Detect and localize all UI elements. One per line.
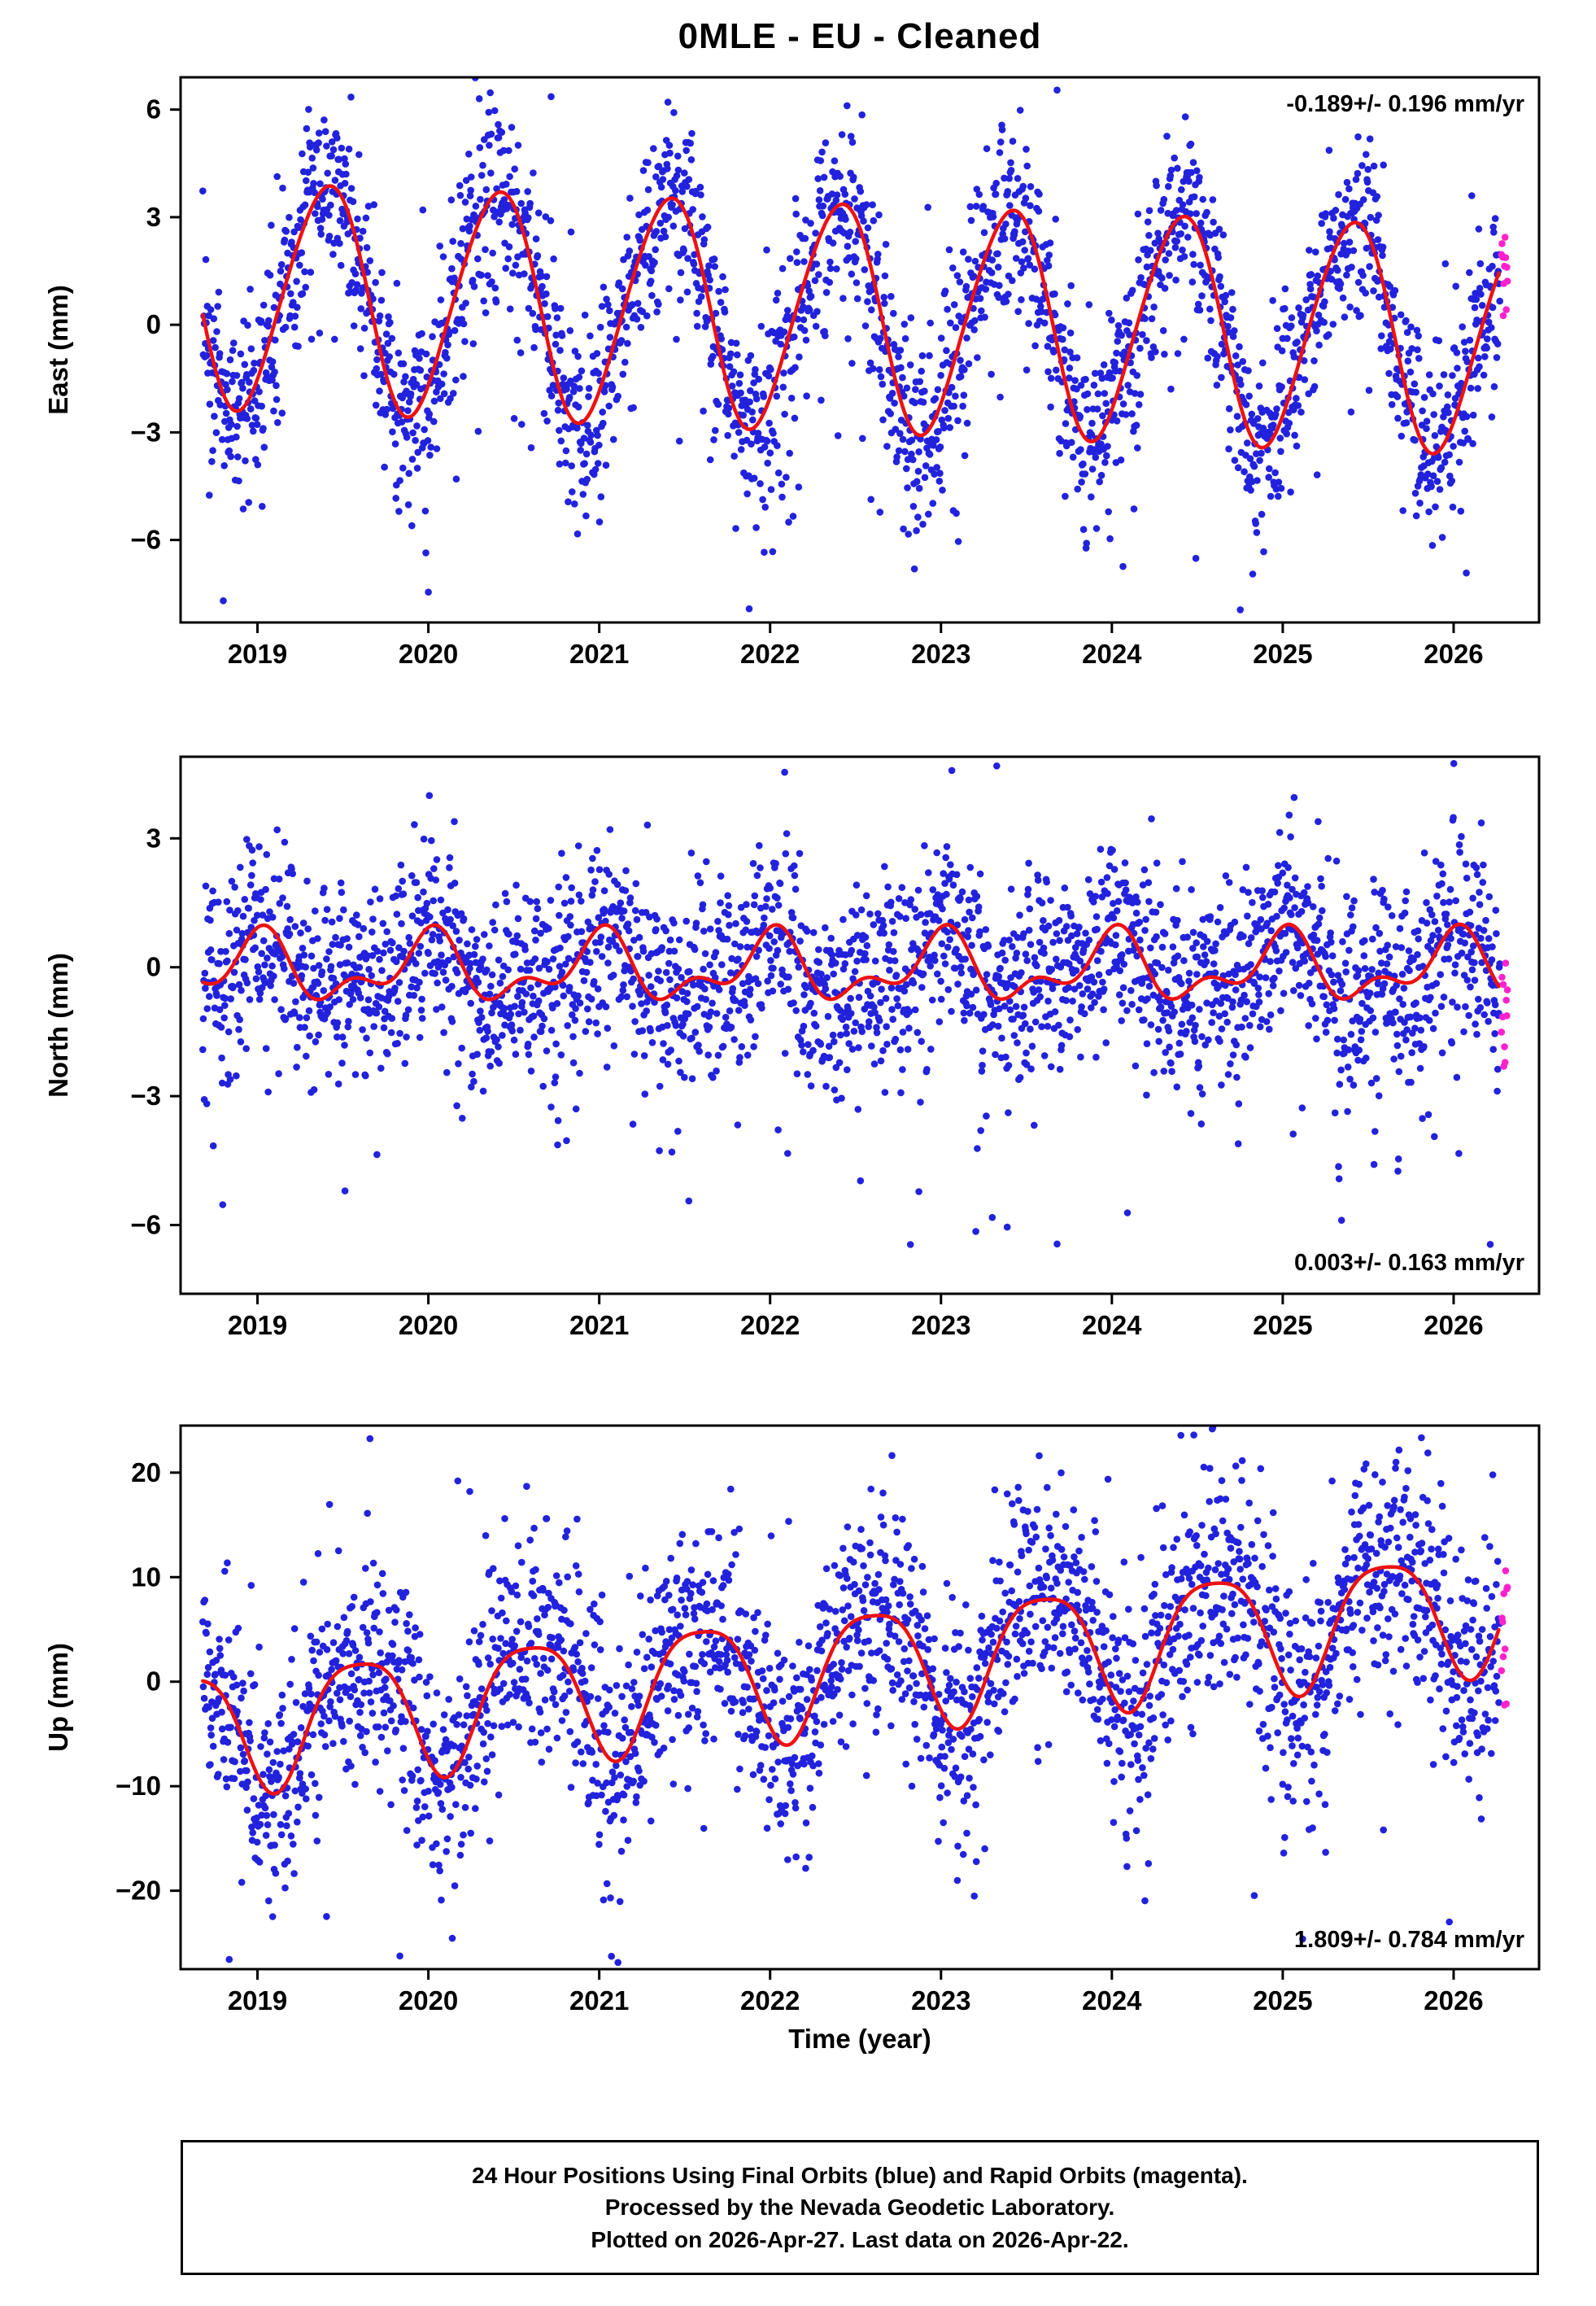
y-tick-label: 0 <box>146 1666 161 1697</box>
x-tick-label: 2019 <box>228 639 287 669</box>
x-tick-label: 2021 <box>569 639 629 669</box>
east-rate-annotation: -0.189+/- 0.196 mm/yr <box>1286 91 1524 117</box>
panel-0-data-layer <box>199 77 1511 614</box>
x-tick-label: 2026 <box>1424 639 1483 669</box>
north-rate-annotation: 0.003+/- 0.163 mm/yr <box>1294 1250 1524 1276</box>
x-tick-label: 2022 <box>740 1310 800 1340</box>
y-tick-label: 3 <box>146 823 161 853</box>
x-tick-label: 2022 <box>740 1985 800 2016</box>
footer-caption-box: 24 Hour Positions Using Final Orbits (bl… <box>181 2140 1539 2275</box>
panel-0-frame <box>179 76 1541 624</box>
x-tick-label: 2019 <box>228 1985 287 2016</box>
x-tick-label: 2020 <box>399 1310 458 1340</box>
footer-line-plot-dates: Plotted on 2026-Apr-27. Last data on 202… <box>591 2226 1129 2252</box>
x-tick-label: 2024 <box>1082 1310 1142 1340</box>
x-tick-label: 2025 <box>1253 1310 1312 1340</box>
y-tick-label: −3 <box>130 1081 161 1111</box>
panel-2-data-layer <box>199 1426 1511 1967</box>
y-axis-label-east: East (mm) <box>43 285 73 415</box>
y-axis-label-north: North (mm) <box>43 953 73 1098</box>
panel-2-frame <box>179 1424 1541 1971</box>
x-tick-label: 2021 <box>569 1985 629 2016</box>
y-tick-label: 3 <box>146 202 161 232</box>
footer-line-processed-by: Processed by the Nevada Geodetic Laborat… <box>604 2195 1115 2221</box>
x-tick-label: 2020 <box>399 639 458 669</box>
x-tick-label: 2023 <box>911 1985 970 2016</box>
y-tick-label: −6 <box>130 1210 161 1240</box>
x-tick-label: 2023 <box>911 1310 970 1340</box>
y-tick-label: −3 <box>130 417 161 447</box>
x-tick-label: 2020 <box>399 1985 458 2016</box>
panel-1-frame <box>179 755 1541 1295</box>
x-tick-label: 2021 <box>569 1310 629 1340</box>
y-tick-label: 0 <box>146 952 161 982</box>
y-axis-label-up: Up (mm) <box>43 1643 73 1752</box>
y-tick-label: −20 <box>116 1876 161 1906</box>
x-tick-label: 2019 <box>228 1310 287 1340</box>
x-tick-label: 2026 <box>1424 1985 1483 2016</box>
x-tick-label: 2023 <box>911 639 970 669</box>
y-tick-label: 6 <box>146 94 161 124</box>
panel-1-data-layer <box>199 760 1511 1248</box>
x-tick-label: 2024 <box>1082 1985 1142 2016</box>
y-tick-label: 0 <box>146 309 161 339</box>
footer-line-orbits: 24 Hour Positions Using Final Orbits (bl… <box>472 2163 1248 2189</box>
x-tick-label: 2024 <box>1082 639 1142 669</box>
y-tick-label: −10 <box>116 1771 161 1801</box>
x-tick-label: 2025 <box>1253 1985 1312 2016</box>
y-tick-label: 20 <box>131 1457 161 1487</box>
x-tick-label: 2022 <box>740 639 800 669</box>
x-tick-label: 2026 <box>1424 1310 1483 1340</box>
page-title: 0MLE - EU - Cleaned <box>678 16 1042 56</box>
y-tick-label: −6 <box>130 525 161 555</box>
x-axis-label: Time (year) <box>788 2024 931 2054</box>
up-rate-annotation: 1.809+/- 0.784 mm/yr <box>1294 1927 1524 1953</box>
y-tick-label: 10 <box>131 1561 161 1592</box>
x-tick-label: 2025 <box>1253 639 1312 669</box>
